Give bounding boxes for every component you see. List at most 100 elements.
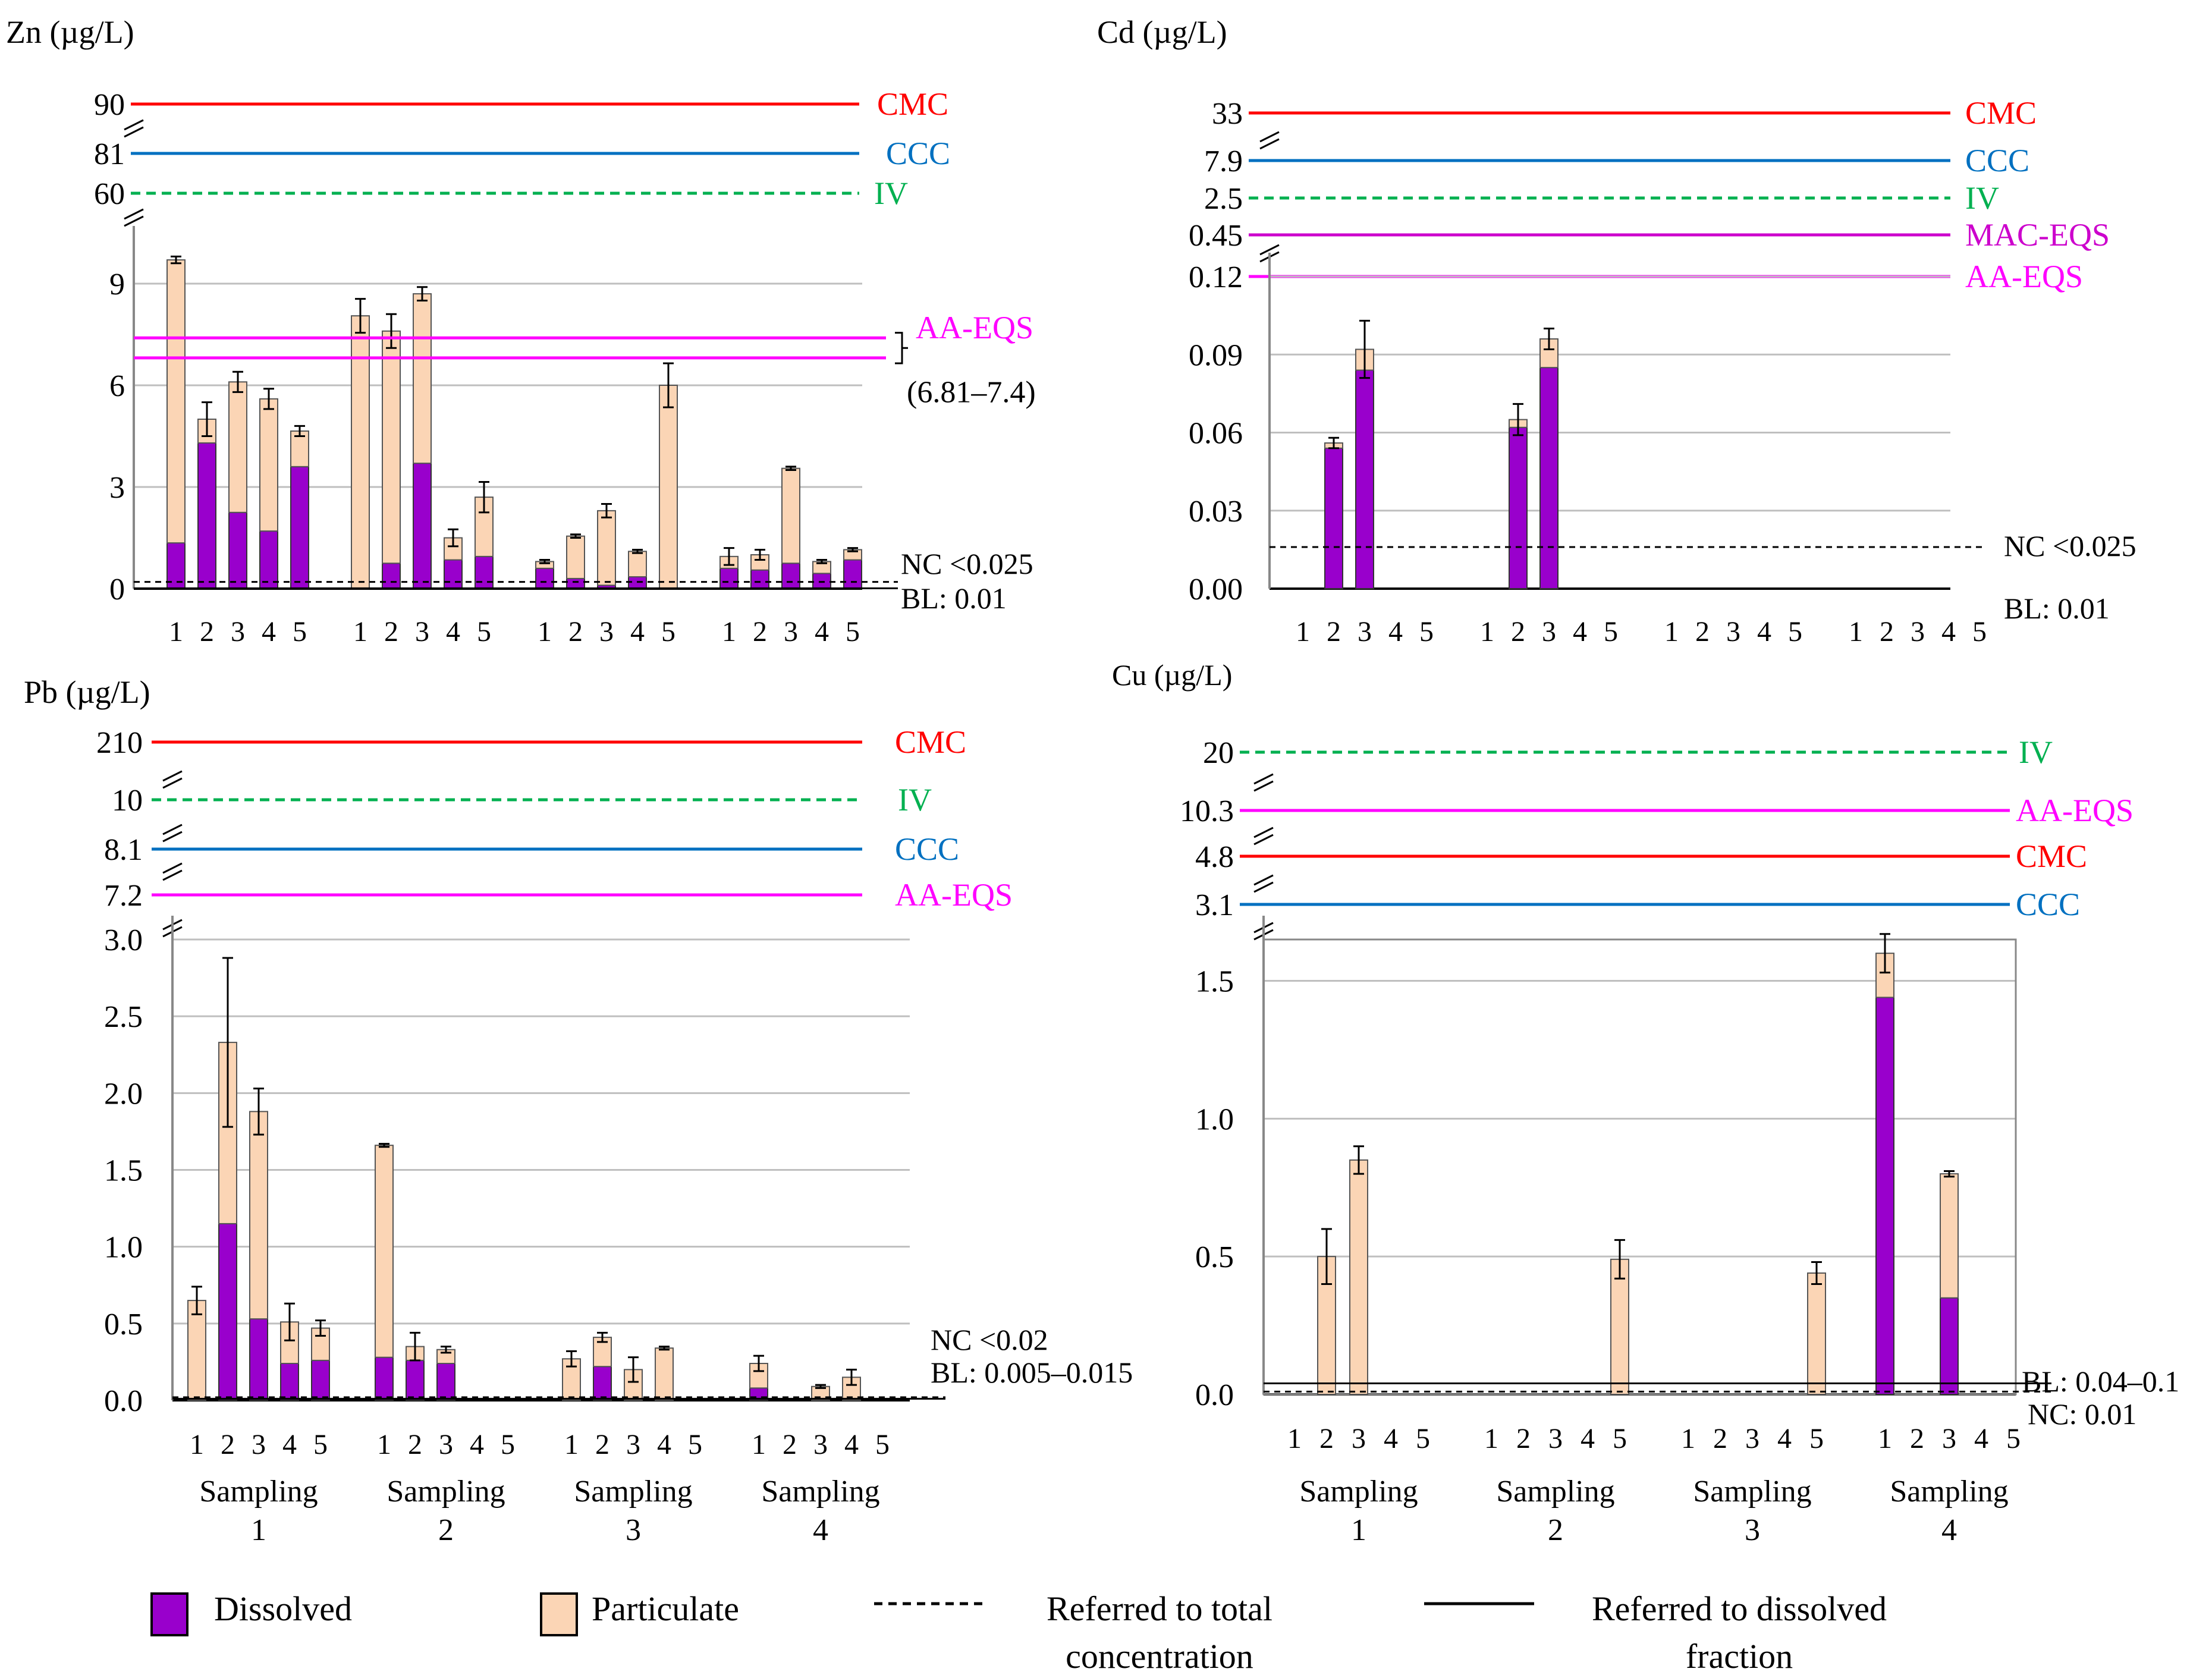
cu-axis-break <box>1253 827 1274 846</box>
pb-error-bar <box>753 1355 764 1372</box>
cu-category-label: 1 <box>1484 1423 1498 1454</box>
zn-error-bar <box>417 286 428 301</box>
pb-tick-label: 1.0 <box>104 1231 143 1265</box>
cd-category-label: 5 <box>1419 616 1434 648</box>
zn-tick-label: 6 <box>109 369 125 403</box>
cu-plot-frame <box>1262 938 2017 1396</box>
zn-error-bar <box>785 466 796 471</box>
pb-group-number: 1 <box>251 1513 266 1547</box>
cd-category-label: 2 <box>1327 616 1341 648</box>
pb-group-number: 3 <box>626 1513 641 1547</box>
cd-bar-dissolved <box>1509 426 1528 589</box>
pb-upper-tick-label: 10 <box>112 784 143 818</box>
zn-bar-particulate <box>566 535 585 579</box>
cd-ref-label-iv: IV <box>1965 180 1999 216</box>
cu-category-label: 5 <box>1416 1423 1430 1454</box>
cd-error-bar <box>1359 319 1370 379</box>
pb-ref-label-ccc: CCC <box>895 831 959 867</box>
cu-category-label: 5 <box>2006 1423 2021 1454</box>
cd-category-label: 2 <box>1695 616 1710 648</box>
pb-category-label: 3 <box>813 1429 828 1460</box>
cu-bar-particulate <box>1610 1258 1629 1395</box>
pb-category-label: 3 <box>626 1429 640 1460</box>
cd-upper-tick-label: 33 <box>1212 97 1243 131</box>
cu-category-label: 5 <box>1613 1423 1627 1454</box>
zn-tick-label: 9 <box>109 268 125 301</box>
zn-title: Zn (µg/L) <box>6 14 134 50</box>
zn-bar-particulate <box>166 259 186 544</box>
zn-bar-particulate <box>781 467 800 564</box>
zn-error-bar <box>755 548 765 561</box>
zn-bar-dissolved <box>413 463 432 589</box>
zn-ref-label-iv: IV <box>874 175 908 211</box>
cd-bl-label: BL: 0.01 <box>2004 592 2110 625</box>
zn-axis-break <box>124 208 144 227</box>
pb-error-bar <box>659 1346 670 1351</box>
cd-tick-label: 0.00 <box>1189 573 1243 607</box>
cd-category-label: 5 <box>1788 616 1802 648</box>
cu-error-bar <box>1944 1170 1955 1178</box>
pb-bar-particulate <box>593 1337 612 1368</box>
legend-particulate-swatch <box>540 1592 578 1636</box>
pb-category-label: 2 <box>408 1429 422 1460</box>
cd-category-label: 1 <box>1664 616 1679 648</box>
cd-bar-dissolved <box>1355 369 1374 589</box>
cd-ref-label-aa-eqs: AA-EQS <box>1965 259 2083 294</box>
pb-chart: CMC 210 IV 10 CCC 8.1 AA-EQS 7.2 0.0 0.5 1.0 1.5 2.0… <box>96 724 1133 1547</box>
zn-error-bar <box>601 503 612 519</box>
zn-category-label: 5 <box>477 616 491 648</box>
pb-bar-particulate <box>187 1300 206 1401</box>
pb-ref-label-cmc: CMC <box>895 724 966 760</box>
zn-bar-particulate <box>351 315 370 590</box>
pb-group-label: Sampling <box>761 1475 879 1509</box>
cd-category-label: 5 <box>1604 616 1618 648</box>
pb-bar-dissolved <box>375 1356 394 1402</box>
cu-ref-label-aa-eqs: AA-EQS <box>2016 793 2134 828</box>
pb-bar-particulate <box>375 1145 394 1358</box>
pb-group-label: Sampling <box>387 1475 505 1509</box>
cu-upper-tick-label: 4.8 <box>1195 840 1234 874</box>
cu-bar-dissolved <box>1875 997 1894 1395</box>
zn-category-label: 2 <box>384 616 398 648</box>
cu-category-label: 2 <box>1319 1423 1334 1454</box>
zn-category-label: 1 <box>169 616 183 648</box>
pb-group-number: 4 <box>813 1513 828 1547</box>
cu-upper-tick-label: 20 <box>1203 736 1234 770</box>
pb-tick-label: 3.0 <box>104 923 143 957</box>
cd-upper-tick-label: 2.5 <box>1204 182 1243 216</box>
zn-ref-label-cmc: CMC <box>877 86 948 122</box>
pb-category-label: 1 <box>190 1429 204 1460</box>
pb-tick-label: 2.0 <box>104 1077 143 1111</box>
zn-tick-label: 3 <box>109 471 125 505</box>
cd-tick-label: 0.09 <box>1189 338 1243 372</box>
pb-axis-break <box>162 862 183 881</box>
pb-category-label: 4 <box>470 1429 484 1460</box>
cu-category-label: 1 <box>1287 1423 1302 1454</box>
cu-group-number: 1 <box>1351 1513 1366 1547</box>
cu-error-bar <box>1880 933 1890 974</box>
pb-ref-label-iv: IV <box>898 782 932 818</box>
zn-upper-tick-label: 81 <box>94 137 125 171</box>
cd-category-label: 2 <box>1880 616 1894 648</box>
cu-category-label: 3 <box>1548 1423 1563 1454</box>
legend-dissolved-swatch <box>150 1592 188 1636</box>
cd-category-label: 1 <box>1480 616 1494 648</box>
zn-axis-break <box>124 119 144 138</box>
legend-total-label-2: concentration <box>1066 1637 1253 1676</box>
pb-nc-label: NC <0.02 <box>931 1323 1048 1356</box>
pb-category-label: 5 <box>875 1429 890 1460</box>
pb-category-label: 1 <box>564 1429 579 1460</box>
zn-category-label: 1 <box>353 616 367 648</box>
zn-error-bar <box>570 533 581 539</box>
cu-error-bar <box>1353 1145 1364 1175</box>
zn-bar-particulate <box>382 330 401 564</box>
pb-category-label: 3 <box>252 1429 266 1460</box>
cd-category-label: 1 <box>1849 616 1863 648</box>
cu-ref-label-iv: IV <box>2019 734 2053 770</box>
cu-category-label: 4 <box>1581 1423 1595 1454</box>
pb-error-bar <box>566 1350 577 1368</box>
pb-error-bar <box>441 1346 451 1354</box>
pb-bar-dissolved <box>249 1318 268 1401</box>
cd-category-label: 4 <box>1388 616 1403 648</box>
